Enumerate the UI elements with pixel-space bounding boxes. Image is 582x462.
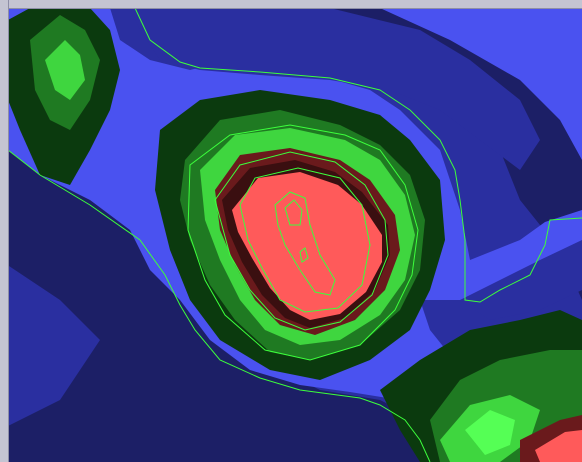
contour-ring-1 (187, 124, 419, 361)
window-frame-top (0, 0, 582, 9)
contour-peak-3 (299, 247, 309, 263)
central-peak-core (232, 172, 382, 320)
contour-lines (7, 7, 582, 462)
contour-peak-1 (274, 191, 336, 296)
top-left-green-blob (8, 8, 120, 185)
contour-outer-upper (134, 7, 582, 303)
window-frame-left (0, 0, 9, 462)
contour-outer-lower (7, 149, 431, 462)
contour-peak-2 (284, 199, 303, 226)
bottom-right-green-blob (380, 310, 582, 462)
contour-ring-3 (239, 167, 371, 313)
contour-ring-2 (214, 151, 389, 331)
